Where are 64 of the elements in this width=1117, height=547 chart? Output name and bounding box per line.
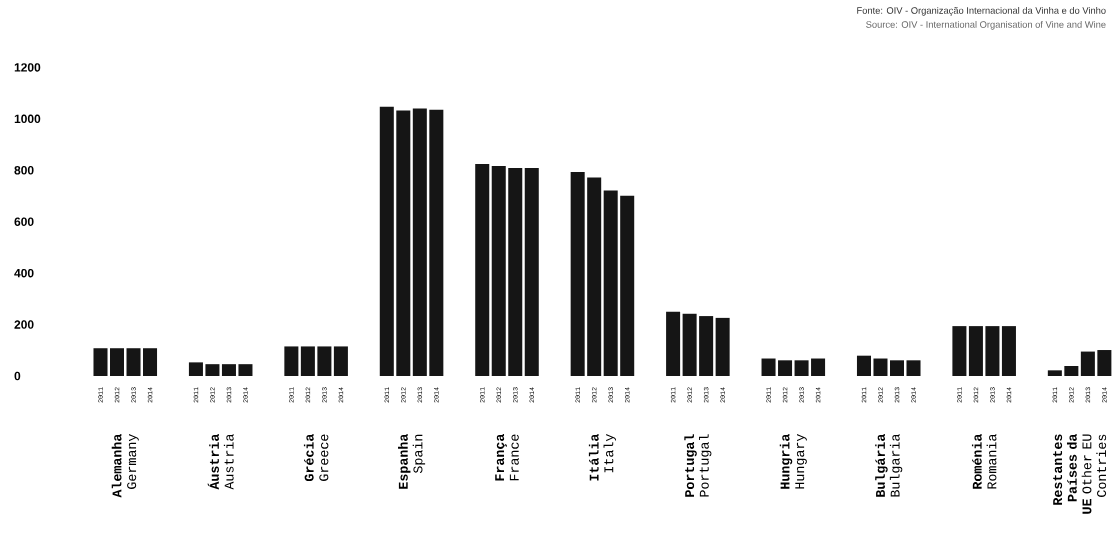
bar	[778, 360, 793, 376]
bar	[238, 364, 253, 376]
bar	[856, 355, 871, 376]
y-tick-label: 600	[14, 217, 34, 226]
y-tick-label: 0	[14, 371, 21, 381]
x-tick-label: Bulgária Bulgaria	[875, 433, 903, 497]
bar	[873, 358, 888, 376]
x-tick-label: Grécia Greece	[303, 433, 329, 482]
bar	[491, 165, 506, 376]
bar	[603, 190, 618, 376]
bar	[221, 364, 236, 376]
y-tick-label: 200	[14, 320, 34, 329]
x-tick-label: França France	[495, 433, 519, 481]
bar	[682, 313, 697, 376]
bar	[109, 348, 125, 376]
bar	[524, 167, 539, 376]
bar	[587, 177, 602, 376]
bar	[143, 348, 158, 376]
bar	[889, 360, 905, 376]
bar	[508, 167, 523, 376]
x-tick-label: Itália Italy	[588, 433, 616, 481]
bar	[906, 360, 921, 376]
bar	[666, 311, 681, 376]
bar	[1047, 370, 1062, 376]
bar	[1064, 365, 1079, 376]
bar	[620, 195, 635, 376]
bar	[985, 326, 1000, 376]
bar	[794, 360, 809, 376]
x-tick-label: Restantes Países da UE Other EU Contries	[1053, 433, 1107, 514]
bar	[412, 108, 427, 376]
bar	[429, 109, 444, 376]
bar	[699, 316, 714, 376]
x-tick-label: Espanha Spain	[398, 433, 426, 489]
y-tick-label: 800	[14, 166, 34, 175]
bar	[379, 106, 394, 376]
bar	[475, 164, 490, 376]
bar	[968, 326, 983, 376]
bar	[300, 346, 315, 376]
bar	[811, 358, 826, 376]
bar	[284, 346, 299, 376]
x-tick-label: Portugal Portugal	[684, 434, 712, 497]
bar	[715, 317, 730, 376]
bar	[1097, 350, 1112, 376]
bar	[570, 172, 585, 376]
bar	[93, 348, 108, 376]
x-tick-label: Hungria Hungary	[779, 433, 807, 489]
bar	[761, 358, 776, 376]
source-note: Fonte: OIV - Organização Internacional da Vinha e do Vinho	[857, 6, 1106, 16]
x-tick-label: Áustria Austria	[207, 433, 234, 490]
bar	[1001, 326, 1016, 376]
bar	[1080, 351, 1095, 376]
y-tick-label: 400	[14, 268, 34, 278]
bar	[396, 110, 411, 376]
bar	[126, 348, 141, 376]
y-tick-label: 1200	[14, 63, 41, 72]
y-tick-label: 1000	[14, 114, 41, 124]
x-tick-label: Alemanha Germany	[111, 433, 139, 498]
bar	[952, 326, 967, 376]
bar	[317, 346, 332, 376]
bar	[205, 364, 220, 376]
bar	[333, 346, 348, 376]
bar	[188, 362, 203, 376]
x-tick-label: Roménia Romania	[971, 433, 997, 489]
source-note: Source: OIV - International Organisation of Vine and Wine	[866, 20, 1106, 30]
